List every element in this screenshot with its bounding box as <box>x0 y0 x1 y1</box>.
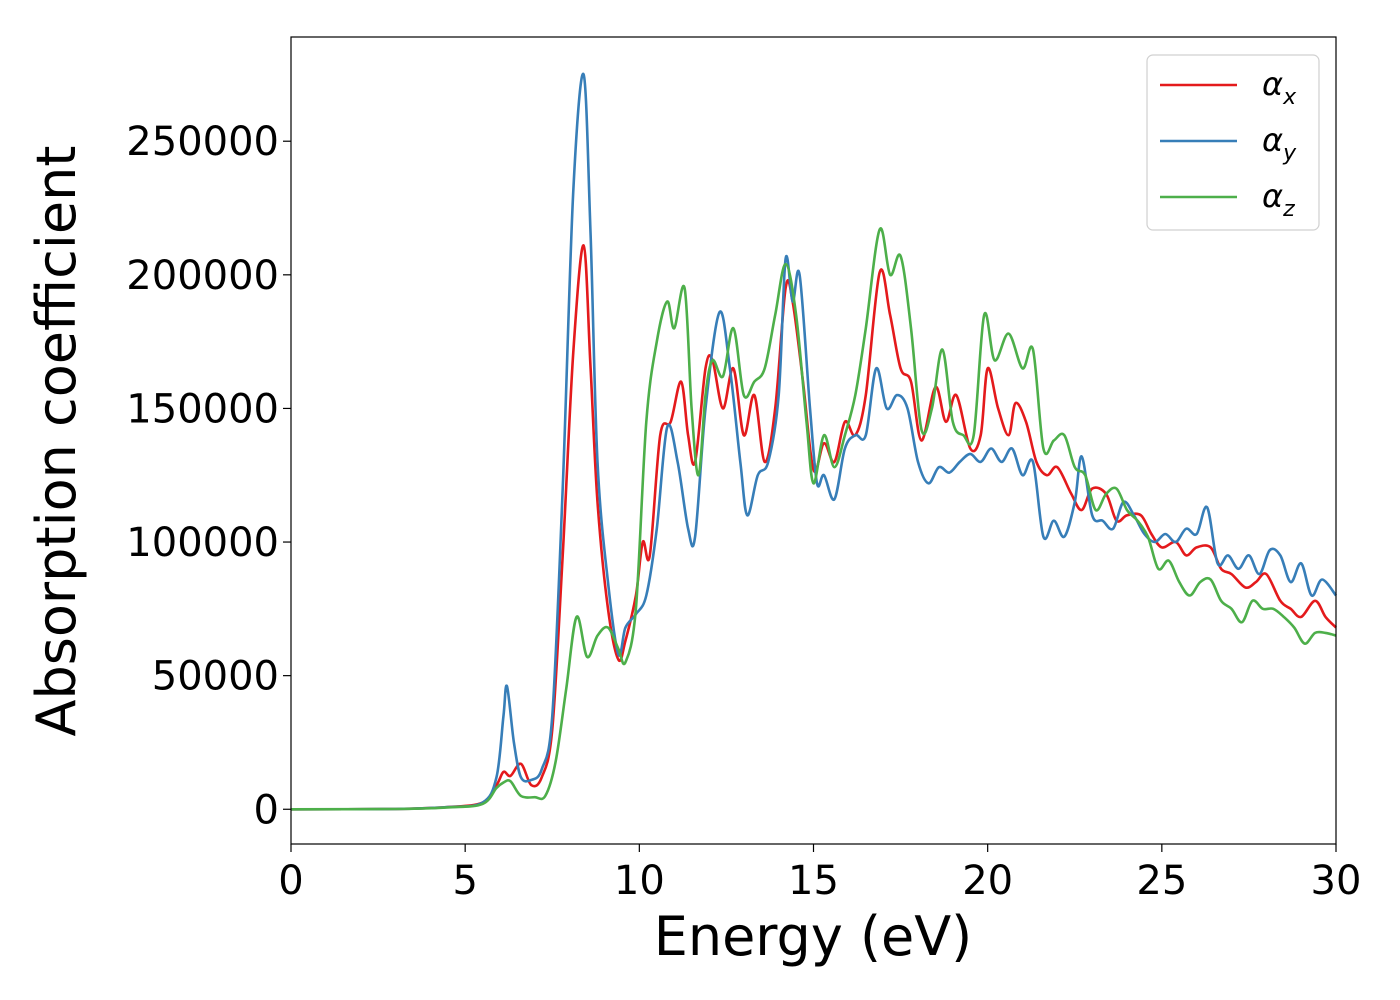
x-axis-ticks: 0 5 10 15 20 25 30 <box>278 844 1361 904</box>
y-tick-label: 0 <box>254 787 279 833</box>
x-tick-label: 20 <box>962 858 1013 904</box>
x-tick-label: 15 <box>788 858 839 904</box>
x-tick-label: 5 <box>452 858 477 904</box>
y-tick-label: 50000 <box>152 654 279 700</box>
legend-box <box>1146 54 1320 231</box>
y-tick-label: 100000 <box>126 520 279 566</box>
y-tick-label: 200000 <box>126 253 279 299</box>
series-layer <box>290 72 1338 811</box>
y-axis-title: Absorption coefficient <box>25 146 88 737</box>
x-axis-title: Energy (eV) <box>654 905 973 968</box>
series-line-alpha-y <box>290 72 1338 811</box>
x-tick-label: 10 <box>614 858 665 904</box>
series-line-alpha-x <box>290 244 1337 811</box>
x-tick-label: 0 <box>278 858 303 904</box>
x-tick-label: 25 <box>1136 858 1187 904</box>
x-tick-label: 30 <box>1311 858 1362 904</box>
y-tick-label: 250000 <box>126 119 279 165</box>
series-line-alpha-z <box>290 227 1337 811</box>
y-axis-ticks: 0 50000 100000 150000 200000 250000 <box>126 119 291 833</box>
y-tick-label: 150000 <box>126 386 279 432</box>
